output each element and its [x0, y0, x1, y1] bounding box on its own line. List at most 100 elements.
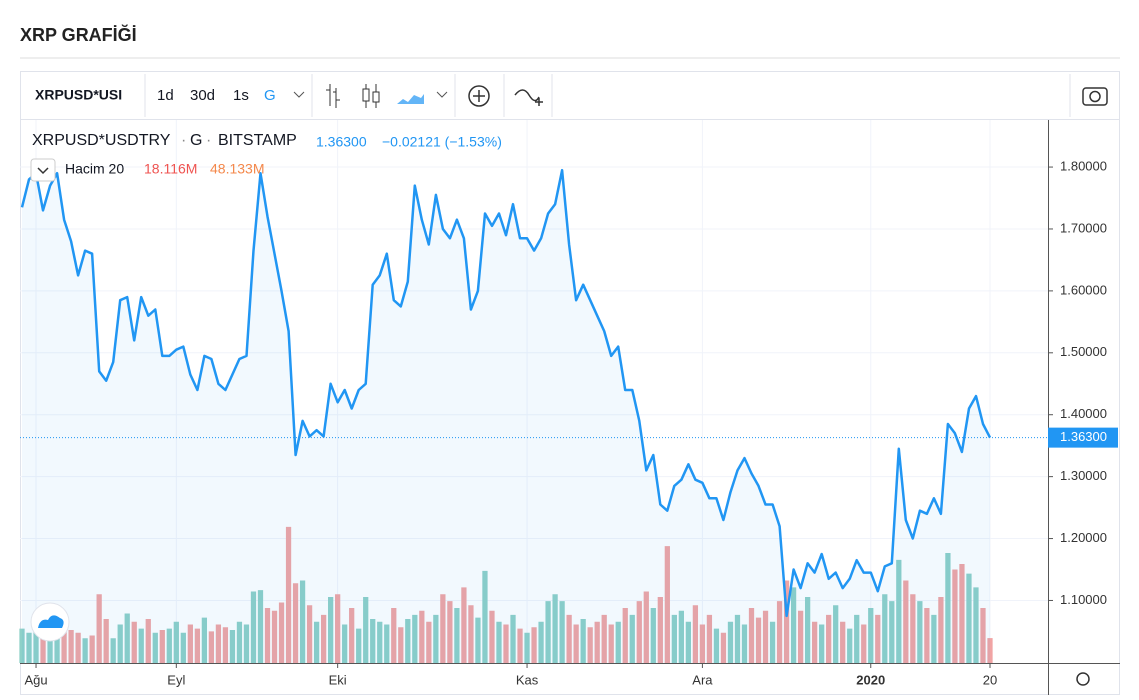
volume-bar: [370, 619, 376, 663]
volume-bar: [622, 608, 628, 663]
x-tick-label: Kas: [516, 672, 539, 687]
volume-bar: [819, 624, 825, 663]
volume-bar: [980, 608, 986, 663]
compare-icon[interactable]: [473, 90, 485, 102]
volume-bar: [222, 627, 229, 663]
volume-bar: [987, 638, 993, 663]
legend-interval: G: [190, 132, 202, 149]
y-tick-label: 1.10000: [1060, 592, 1107, 607]
volume-bar: [882, 594, 888, 663]
y-tick-label: 1.30000: [1060, 468, 1107, 483]
volume-legend-ma: 48.133M: [210, 161, 264, 177]
volume-bar: [636, 601, 642, 663]
volume-bar: [952, 569, 958, 663]
dropdown-icon[interactable]: [293, 91, 305, 98]
candles-icon[interactable]: [372, 91, 380, 103]
candles-icon[interactable]: [362, 88, 370, 102]
volume-legend-name: Hacim 20: [65, 161, 124, 177]
legend-exchange: BITSTAMP: [218, 132, 297, 149]
volume-bar: [854, 614, 860, 663]
volume-bar: [363, 597, 369, 663]
interval-button-active[interactable]: G: [264, 87, 276, 104]
volume-bar: [33, 624, 39, 663]
compare-icon[interactable]: [468, 85, 490, 107]
last-price-label: 1.36300: [1060, 429, 1107, 444]
y-tick-label: 1.20000: [1060, 530, 1107, 545]
price-area: [22, 170, 990, 663]
volume-bar: [285, 526, 292, 663]
volume-bar: [608, 624, 614, 663]
interval-button[interactable]: 1s: [233, 87, 249, 104]
volume-bar: [299, 580, 306, 663]
interval-button[interactable]: 30d: [190, 87, 215, 104]
volume-bar: [159, 630, 165, 663]
price-line: [20, 168, 992, 618]
volume-bar: [699, 624, 706, 663]
volume-bar: [650, 608, 656, 663]
volume-bar: [117, 624, 123, 663]
volume-bar: [68, 630, 74, 663]
y-tick-label: 1.60000: [1060, 282, 1107, 297]
volume-bar: [292, 583, 299, 663]
x-tick-label: 20: [983, 672, 997, 687]
volume-bar: [412, 614, 418, 663]
settings-icon[interactable]: [1076, 672, 1090, 686]
volume-bar: [166, 628, 172, 663]
indicator-icon[interactable]: [514, 89, 543, 106]
legend-symbol: XRPUSD*USDTRY: [32, 132, 171, 149]
volume-bar: [264, 608, 271, 663]
volume-bar: [180, 632, 186, 663]
volume-bar: [89, 635, 95, 663]
volume-bar: [482, 570, 488, 663]
volume-bar: [54, 621, 60, 663]
volume-bar: [783, 580, 790, 663]
volume-bar: [531, 627, 537, 663]
interval-button[interactable]: 1d: [157, 87, 174, 104]
legend-dot: ·: [181, 132, 186, 149]
volume-bar: [145, 619, 151, 663]
volume-bar: [335, 594, 341, 663]
volume-bar: [720, 632, 727, 663]
volume-bar: [82, 638, 88, 663]
collapse-icon[interactable]: [37, 167, 49, 175]
volume-bar: [19, 628, 25, 663]
symbol-button[interactable]: XRPUSD*USI: [35, 87, 122, 103]
volume-bar: [236, 621, 243, 663]
y-tick-label: 1.50000: [1060, 344, 1107, 359]
snapshot-icon[interactable]: [1082, 87, 1108, 106]
volume-bar: [790, 587, 797, 663]
plot-layer: [20, 168, 1048, 663]
volume-bar: [510, 614, 516, 663]
volume-bar: [804, 597, 811, 663]
legend-change: −0.02121 (−1.53%): [382, 134, 502, 150]
volume-bar: [61, 627, 67, 663]
volume-bar: [468, 605, 474, 663]
volume-bar: [559, 601, 565, 663]
volume-bar: [349, 608, 355, 663]
snapshot-icon[interactable]: [1089, 90, 1101, 103]
volume-bar: [678, 610, 684, 663]
volume-bar: [762, 610, 769, 663]
volume-bar: [959, 564, 965, 663]
volume-bar: [826, 614, 832, 663]
volume-bar: [945, 553, 951, 663]
area-icon[interactable]: [397, 94, 424, 104]
volume-bar: [615, 621, 621, 663]
volume-bar: [356, 628, 362, 663]
volume-bar: [278, 602, 285, 663]
last-price-badge: [1048, 427, 1118, 448]
x-tick-label: Eyl: [167, 672, 185, 687]
volume-bar: [903, 580, 909, 663]
volume-bar: [440, 594, 446, 663]
bars-icon[interactable]: [326, 84, 340, 108]
legend-dot: ·: [206, 132, 211, 149]
volume-bar: [313, 621, 320, 663]
volume-bar: [573, 624, 579, 663]
dropdown-icon[interactable]: [436, 91, 448, 98]
collapse-button[interactable]: [30, 158, 56, 182]
volume-bar: [152, 632, 158, 663]
logo-icon[interactable]: [38, 615, 64, 628]
x-tick-label: Ağu: [24, 672, 47, 687]
volume-bar: [917, 601, 923, 663]
